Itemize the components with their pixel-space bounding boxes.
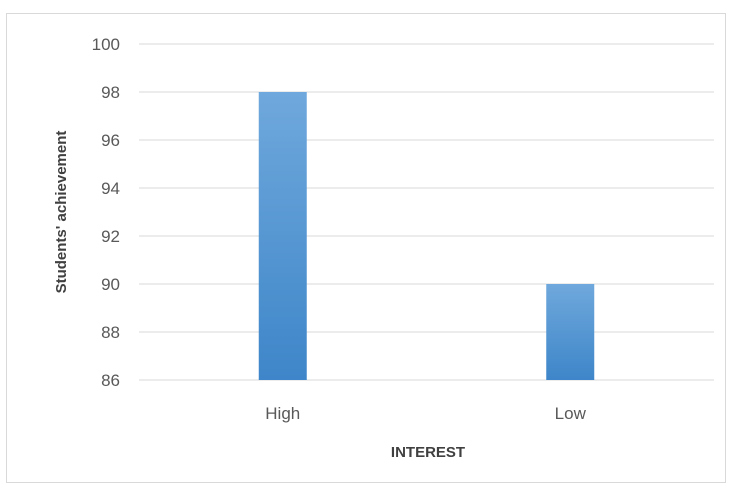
gridlines bbox=[139, 43, 714, 381]
y-tick-label: 96 bbox=[101, 131, 120, 150]
y-axis-title: Students' achievement bbox=[53, 131, 70, 294]
y-tick-label: 94 bbox=[101, 179, 120, 198]
y-tick-label: 92 bbox=[101, 227, 120, 246]
y-tick-label: 86 bbox=[101, 371, 120, 390]
bar-high bbox=[258, 92, 307, 380]
x-tick-label: Low bbox=[555, 404, 587, 423]
chart-frame bbox=[6, 13, 726, 483]
x-tick-label: High bbox=[265, 404, 300, 423]
y-tick-label: 88 bbox=[101, 323, 120, 342]
y-axis-ticks: 86 88 90 92 94 96 98 100 bbox=[92, 35, 120, 390]
y-tick-label: 100 bbox=[92, 35, 120, 54]
x-axis-ticks: High Low bbox=[265, 404, 586, 423]
y-tick-label: 98 bbox=[101, 83, 120, 102]
bars bbox=[258, 92, 595, 380]
bar-low bbox=[546, 284, 595, 380]
y-tick-label: 90 bbox=[101, 275, 120, 294]
x-axis-title: INTEREST bbox=[391, 444, 465, 461]
